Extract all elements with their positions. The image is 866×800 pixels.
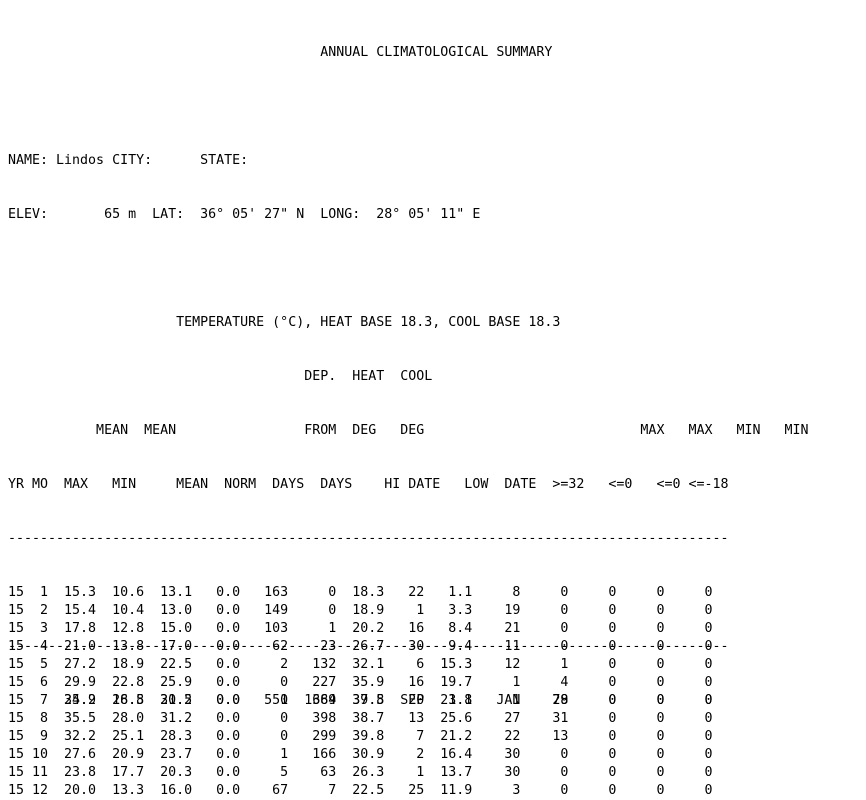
table-row: 15 5 27.2 18.9 22.5 0.0 2 132 32.1 6 15.… xyxy=(8,657,713,672)
dashed-rule-top: ----------------------------------------… xyxy=(8,531,729,546)
table-row: 15 8 35.5 28.0 31.2 0.0 0 398 38.7 13 25… xyxy=(8,711,713,726)
climatological-summary-report: ANNUAL CLIMATOLOGICAL SUMMARY NAME: Lind… xyxy=(8,45,866,798)
table-row: 15 1 15.3 10.6 13.1 0.0 163 0 18.3 22 1.… xyxy=(8,585,713,600)
column-header-line-1: DEP. HEAT COOL xyxy=(8,369,433,384)
report-title: ANNUAL CLIMATOLOGICAL SUMMARY xyxy=(8,45,553,60)
spacer xyxy=(8,98,866,116)
station-location-line: ELEV: 65 m LAT: 36° 05' 27" N LONG: 28° … xyxy=(8,207,481,222)
column-header-line-2: MEAN MEAN FROM DEG DEG MAX MAX MIN MIN xyxy=(8,423,809,438)
monthly-rows: 15 1 15.3 10.6 13.1 0.0 163 0 18.3 22 1.… xyxy=(8,584,866,798)
table-row: 15 6 29.9 22.8 25.9 0.0 0 227 35.9 16 19… xyxy=(8,675,713,690)
table-row: 15 11 23.8 17.7 20.3 0.0 5 63 26.3 1 13.… xyxy=(8,765,713,780)
table-row: 15 10 27.6 20.9 23.7 0.0 1 166 30.9 2 16… xyxy=(8,747,713,762)
dashed-rule-bottom: ----------------------------------------… xyxy=(8,639,729,654)
annual-totals-row: 25.2 18.5 21.5 0.0 551 1684 39.8 SEP 1.1… xyxy=(8,693,713,708)
column-header-line-3: YR MO MAX MIN MEAN NORM DAYS DAYS HI DAT… xyxy=(8,477,729,492)
table-row: 15 2 15.4 10.4 13.0 0.0 149 0 18.9 1 3.3… xyxy=(8,603,713,618)
station-name-line: NAME: Lindos CITY: STATE: xyxy=(8,153,257,168)
temperature-subtitle: TEMPERATURE (°C), HEAT BASE 18.3, COOL B… xyxy=(8,315,561,330)
table-row: 15 9 32.2 25.1 28.3 0.0 0 299 39.8 7 21.… xyxy=(8,729,713,744)
table-row: 15 12 20.0 13.3 16.0 0.0 67 7 22.5 25 11… xyxy=(8,783,713,798)
table-row: 15 3 17.8 12.8 15.0 0.0 103 1 20.2 16 8.… xyxy=(8,621,713,636)
spacer xyxy=(8,260,866,278)
